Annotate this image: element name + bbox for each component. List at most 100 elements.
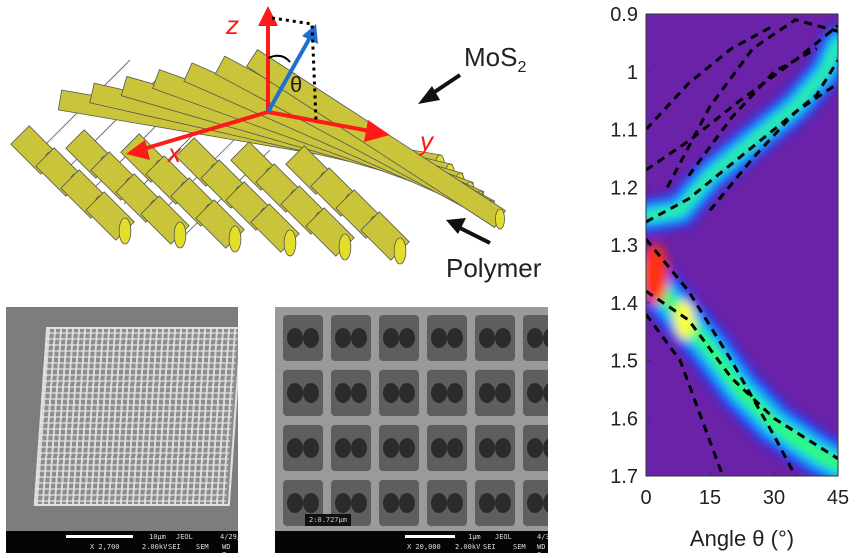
x-tick-label: 0 [640, 487, 651, 509]
hole [287, 493, 303, 513]
woodpile-diagram [10, 6, 506, 265]
hole [287, 328, 303, 348]
y-tick-label: 1.4 [610, 293, 638, 315]
lattice-rows [33, 327, 238, 502]
band-core [646, 38, 838, 221]
dashed-mode-curve [646, 24, 838, 172]
hole [287, 383, 303, 403]
hole [383, 328, 399, 348]
measure-line [275, 369, 548, 370]
brand-text: JEOL [495, 533, 512, 541]
axis-y-label: y [420, 126, 433, 156]
hole [431, 328, 447, 348]
mag-text: X 2,700 [90, 543, 120, 551]
scale-bar [66, 535, 133, 538]
y-tick-label: 1.2 [610, 177, 638, 199]
dashed-mode-curve [666, 18, 838, 188]
hole [399, 328, 415, 348]
hole [447, 383, 463, 403]
y-tick-label: 1 [627, 62, 638, 84]
mode-text: SEI [483, 543, 496, 551]
hole [479, 383, 495, 403]
lower-cylinder [195, 199, 245, 253]
hole [495, 438, 511, 458]
hole [335, 328, 351, 348]
sem-info-bar: 10μm JEOL 4/29/2016 X 2,700 2.00kV SEI S… [6, 531, 238, 553]
wd-text: WD 8mm [537, 543, 548, 553]
scale-bar [405, 535, 455, 538]
mos2-label: MoS2 [464, 42, 526, 77]
dashed-mode-curve [687, 47, 818, 177]
hole [335, 493, 351, 513]
scale-text: 1μm [468, 533, 481, 541]
hole [335, 438, 351, 458]
hole [351, 328, 367, 348]
hole [479, 438, 495, 458]
kv-text: 2.00kV [142, 543, 168, 551]
measure-label: 2:0.727μm [305, 514, 351, 526]
peak-warm [674, 300, 695, 341]
lower-cylinder [305, 207, 355, 261]
hole [495, 328, 511, 348]
axis-x-label: x [168, 138, 181, 168]
axis-z-label: z [226, 10, 239, 40]
hole [479, 328, 495, 348]
scale-text: 10μm [149, 533, 166, 541]
mos2-subscript: 2 [517, 59, 527, 77]
y-tick-label: 1.6 [610, 408, 638, 430]
dashed-mode-curve [646, 238, 797, 476]
hole [431, 493, 447, 513]
kv-text: 2.00kV [455, 543, 481, 551]
polymer-arrow [446, 218, 491, 245]
hole [303, 493, 319, 513]
hole [287, 438, 303, 458]
hole [527, 493, 543, 513]
y-tick-label: 0.9 [610, 4, 638, 26]
hole [383, 438, 399, 458]
sem-image-zoomed: 2:0.727μm 1μm JEOL 4/3/2017 X 20,000 2.0… [275, 307, 548, 553]
hole [479, 493, 495, 513]
coordinate-axes [126, 6, 390, 160]
x-axis-label: Angle θ (°) [690, 526, 794, 551]
x-tick-label: 30 [763, 487, 785, 509]
peak-hotspot [646, 243, 669, 304]
hole [527, 383, 543, 403]
hole [527, 438, 543, 458]
cylinder-lattice [10, 49, 506, 265]
hole [543, 383, 548, 403]
hole [399, 493, 415, 513]
x-tick-label: 45 [827, 487, 849, 509]
mos2-arrow [418, 73, 462, 104]
mag-text: X 20,000 [407, 543, 441, 551]
hole [383, 493, 399, 513]
hole [447, 493, 463, 513]
x-tick-label: 15 [699, 487, 721, 509]
y-tick-label: 1.3 [610, 235, 638, 257]
lower-cylinder [360, 211, 410, 265]
hole [447, 438, 463, 458]
brand-text: JEOL [176, 533, 193, 541]
mos2-text: MoS [464, 42, 518, 72]
hole [431, 383, 447, 403]
wd-text: WD 7mm [222, 543, 235, 553]
dashed-mode-curve [646, 313, 725, 476]
dashed-mode-curve [646, 59, 838, 224]
sem-info-bar: 1μm JEOL 4/3/2017 X 20,000 2.00kV SEI SE… [275, 531, 548, 553]
hole [543, 438, 548, 458]
date-text: 4/3/2017 [537, 533, 548, 541]
hole [431, 438, 447, 458]
mode-text: SEI [168, 543, 181, 551]
hole [399, 383, 415, 403]
theta-label: θ [290, 72, 303, 97]
type-text: SEM [513, 543, 526, 551]
lower-cylinder [85, 191, 135, 245]
hole [495, 383, 511, 403]
date-text: 4/29/2016 [220, 533, 238, 541]
hole [543, 328, 548, 348]
lower-cylinder [250, 203, 300, 257]
hole [543, 493, 548, 513]
hole [527, 328, 543, 348]
theta-vector [266, 16, 318, 121]
hole [303, 383, 319, 403]
